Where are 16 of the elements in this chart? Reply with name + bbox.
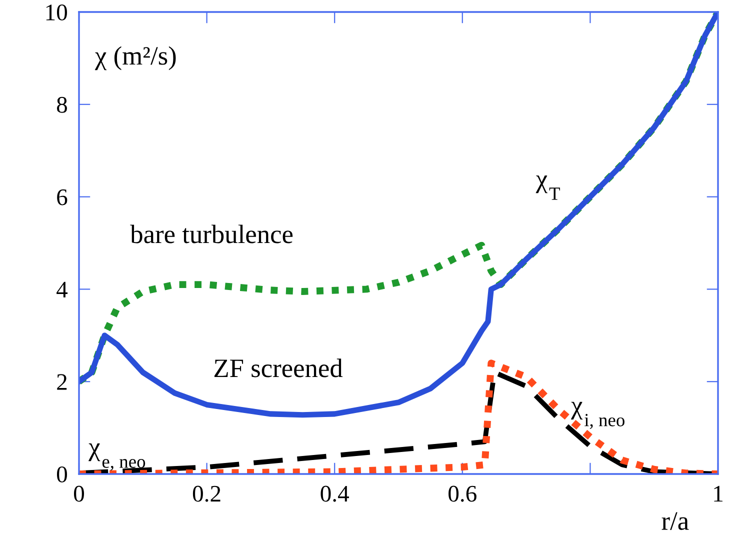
annotation: ZF screened bbox=[214, 358, 343, 378]
x-tick-label: 0.6 bbox=[448, 486, 476, 502]
x-axis-title: r/a bbox=[662, 512, 689, 530]
x-tick-label: 0.2 bbox=[192, 486, 220, 502]
y-tick-label: 10 bbox=[46, 4, 67, 20]
y-tick-label: 4 bbox=[56, 282, 68, 298]
y-tick-label: 2 bbox=[57, 374, 67, 390]
annotation: bare turbulence bbox=[130, 224, 293, 244]
y-tick-label: 8 bbox=[56, 96, 67, 113]
y-axis-title: χ (m²/s) bbox=[94, 46, 176, 70]
x-tick-label: 1 bbox=[714, 486, 722, 502]
x-tick-label: 0 bbox=[74, 486, 84, 502]
annotation: χe, neo bbox=[88, 443, 146, 471]
y-tick-label: 6 bbox=[57, 189, 68, 206]
y-tick-label: 0 bbox=[56, 466, 67, 482]
x-tick-label: 0.4 bbox=[320, 486, 349, 502]
